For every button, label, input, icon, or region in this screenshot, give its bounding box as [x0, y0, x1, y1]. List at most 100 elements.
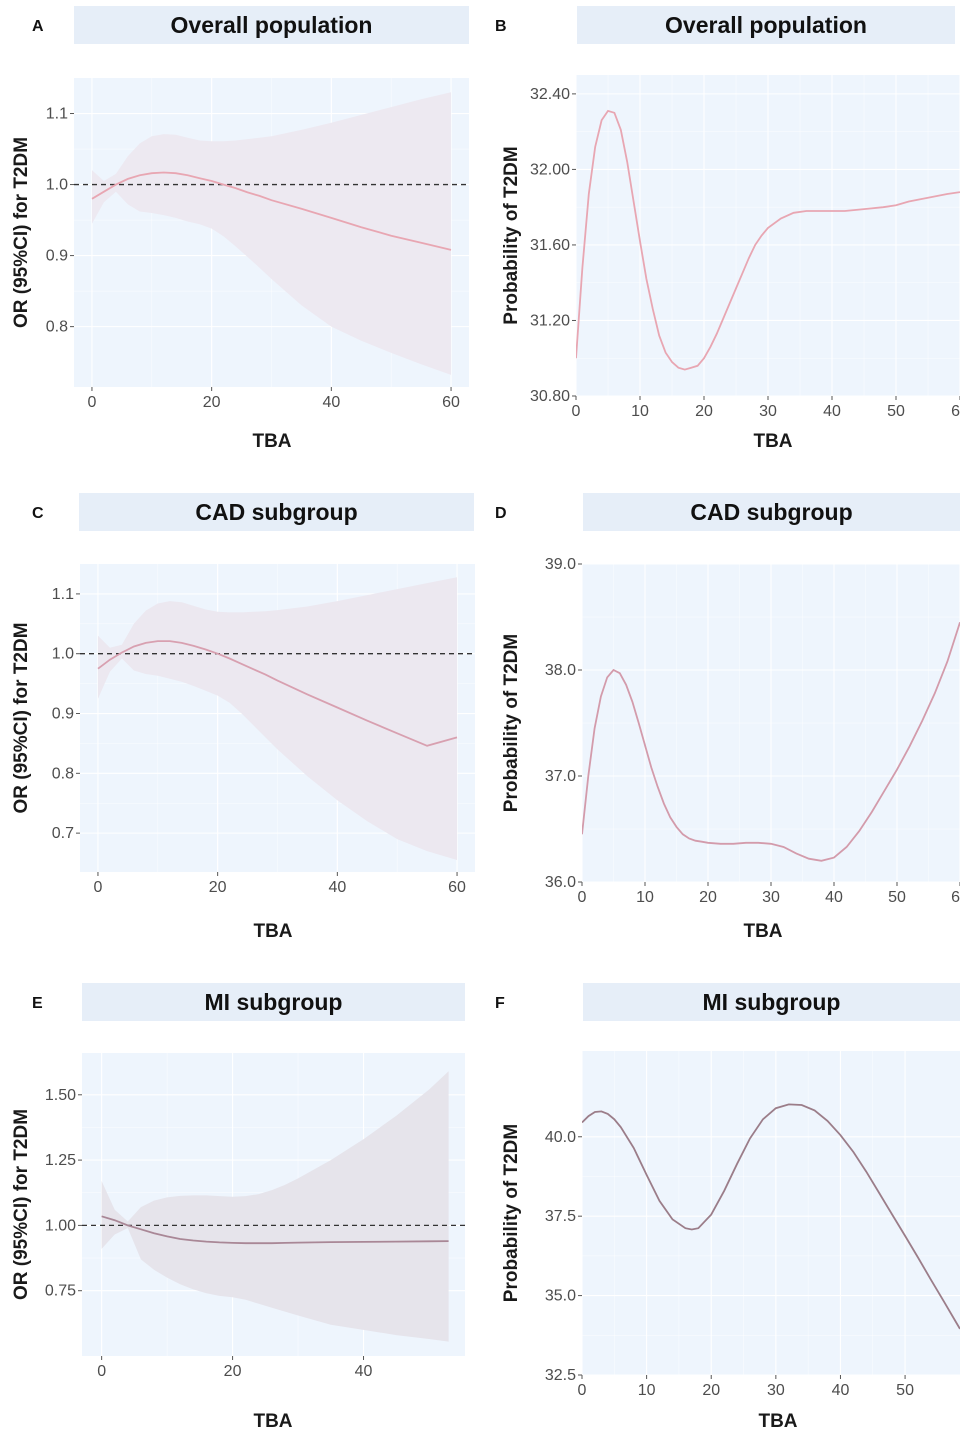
panel-strip [577, 6, 955, 44]
y-tick-label: 38.0 [545, 662, 576, 679]
x-tick-label: 10 [631, 403, 649, 420]
y-tick-label: 32.5 [545, 1367, 576, 1384]
panel-letter: D [495, 505, 507, 522]
panel-letter: B [495, 18, 507, 35]
x-tick-label: 0 [88, 394, 97, 411]
series-line [582, 1103, 960, 1330]
x-axis-title: TBA [753, 431, 792, 452]
y-tick-label: 32.00 [530, 161, 570, 178]
panel-strip [583, 493, 960, 531]
x-tick-label: 0 [572, 403, 581, 420]
x-tick-label: 60 [951, 889, 960, 906]
y-tick-label: 1.50 [45, 1087, 76, 1104]
x-tick-label: 20 [203, 394, 221, 411]
y-tick-label: 36.0 [545, 874, 576, 891]
y-tick-label: 0.8 [46, 319, 68, 336]
y-tick-label: 1.25 [45, 1152, 76, 1169]
panel-title: MI subgroup [205, 989, 343, 1015]
panel-letter: C [32, 505, 44, 522]
x-tick-label: 40 [825, 889, 843, 906]
y-tick-label: 0.9 [52, 706, 74, 723]
panel-title: CAD subgroup [195, 499, 357, 525]
x-tick-label: 40 [328, 879, 346, 896]
y-tick-label: 1.1 [52, 586, 74, 603]
y-tick-label: 40.0 [545, 1129, 576, 1146]
confidence-band [92, 92, 451, 375]
x-tick-label: 20 [224, 1363, 242, 1380]
x-tick-label: 50 [896, 1382, 914, 1399]
panel-title: MI subgroup [703, 989, 841, 1015]
x-tick-label: 10 [636, 889, 654, 906]
y-tick-label: 0.9 [46, 248, 68, 265]
x-tick-label: 0 [97, 1363, 106, 1380]
x-tick-label: 0 [578, 1382, 587, 1399]
y-tick-label: 1.00 [45, 1217, 76, 1234]
y-axis-title: OR (95%CI) for T2DM [11, 137, 32, 328]
x-tick-label: 20 [695, 403, 713, 420]
y-tick-label: 1.1 [46, 106, 68, 123]
y-tick-label: 1.0 [46, 177, 68, 194]
x-tick-label: 0 [94, 879, 103, 896]
panel-letter: A [32, 18, 44, 35]
x-tick-label: 40 [322, 394, 340, 411]
x-tick-label: 30 [762, 889, 780, 906]
confidence-band [101, 1071, 449, 1342]
series-line [576, 109, 960, 371]
panel-strip [79, 493, 474, 531]
x-tick-label: 20 [702, 1382, 720, 1399]
y-tick-label: 39.0 [545, 556, 576, 573]
panel-letter: E [32, 995, 43, 1012]
x-axis-title: TBA [253, 1411, 292, 1432]
series-line [97, 640, 458, 747]
x-tick-label: 0 [578, 889, 587, 906]
series-line [91, 171, 452, 251]
y-axis-title: Probability of T2DM [501, 1124, 522, 1302]
y-tick-label: 37.5 [545, 1208, 576, 1225]
y-tick-label: 1.0 [52, 646, 74, 663]
x-tick-label: 40 [355, 1363, 373, 1380]
panel-c: CAD subgroup C 0 20 40 60 0.7 0.8 0.9 1.0 1.1 TBA OR… [11, 493, 475, 942]
panel-b: Overall population B 0 10 20 30 40 50 60 30.80 31.… [495, 6, 960, 452]
x-tick-label: 50 [887, 403, 905, 420]
panel-strip [82, 983, 465, 1021]
y-tick-label: 0.8 [52, 765, 74, 782]
y-axis-title: OR (95%CI) for T2DM [11, 1109, 32, 1300]
x-tick-label: 50 [888, 889, 906, 906]
y-tick-label: 32.40 [530, 86, 570, 103]
y-axis-title: OR (95%CI) for T2DM [11, 622, 32, 813]
y-tick-label: 35.0 [545, 1288, 576, 1305]
panel-strip [583, 983, 960, 1021]
panel-f: MI subgroup F 0 10 20 30 40 50 32.5 35.0 37.5 40.0 T… [495, 983, 960, 1432]
panel-title: Overall population [171, 12, 373, 38]
y-tick-label: 30.80 [530, 388, 570, 405]
panel-letter: F [495, 995, 505, 1012]
y-tick-label: 31.60 [530, 237, 570, 254]
x-axis-title: TBA [252, 431, 291, 452]
x-axis-title: TBA [743, 921, 782, 942]
x-tick-label: 60 [442, 394, 460, 411]
y-tick-label: 0.7 [52, 825, 74, 842]
y-tick-label: 31.20 [530, 312, 570, 329]
x-tick-label: 30 [767, 1382, 785, 1399]
panel-title: Overall population [665, 12, 867, 38]
series-line [101, 1215, 449, 1245]
x-tick-label: 60 [951, 403, 960, 420]
x-axis-title: TBA [758, 1411, 797, 1432]
panel-d: CAD subgroup D 0 10 20 30 40 50 60 36.0 37.0 38.0 39… [495, 493, 960, 942]
y-tick-label: 37.0 [545, 768, 576, 785]
panel-a: Overall population A 0 20 40 60 0.8 0.9 1.0 1.1 TB… [11, 6, 469, 452]
x-tick-label: 60 [448, 879, 466, 896]
y-axis-title: Probability of T2DM [501, 146, 522, 324]
panel-e: MI subgroup E 0 20 40 0.75 1.00 1.25 1.50 TBA OR (… [11, 983, 465, 1432]
x-tick-label: 10 [638, 1382, 656, 1399]
confidence-band [98, 577, 457, 860]
panel-title: CAD subgroup [690, 499, 852, 525]
y-tick-label: 0.75 [45, 1283, 76, 1300]
x-tick-label: 20 [699, 889, 717, 906]
y-axis-title: Probability of T2DM [501, 634, 522, 812]
x-tick-label: 40 [832, 1382, 850, 1399]
x-tick-label: 20 [209, 879, 227, 896]
x-axis-title: TBA [253, 921, 292, 942]
plot-background [582, 1051, 960, 1375]
